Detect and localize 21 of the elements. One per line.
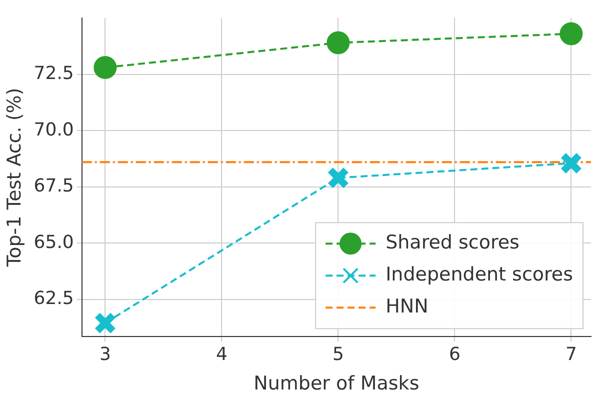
x-tick-label: 5 <box>332 344 344 366</box>
legend-label: HNN <box>386 296 428 318</box>
x-tick-label: 7 <box>565 344 577 366</box>
point <box>326 166 350 190</box>
legend-label: Independent scores <box>386 264 573 286</box>
y-axis-title: Top-1 Test Acc. (%) <box>3 88 26 268</box>
point <box>326 31 350 54</box>
x-tick-label: 3 <box>99 344 111 366</box>
y-tick-label: 72.5 <box>34 62 74 84</box>
y-tick-label: 70.0 <box>34 119 74 140</box>
x-tick-label: 4 <box>216 344 228 366</box>
point <box>94 312 116 334</box>
x-axis-title: Number of Masks <box>254 372 420 395</box>
legend-label: Shared scores <box>386 232 520 254</box>
y-tick-label: 62.5 <box>34 288 74 310</box>
x-tick-label: 6 <box>448 344 460 366</box>
point <box>94 56 117 80</box>
y-tick-label: 67.5 <box>34 176 74 197</box>
point <box>560 152 582 175</box>
point <box>560 22 583 46</box>
y-tick-label: 65.0 <box>34 232 74 253</box>
